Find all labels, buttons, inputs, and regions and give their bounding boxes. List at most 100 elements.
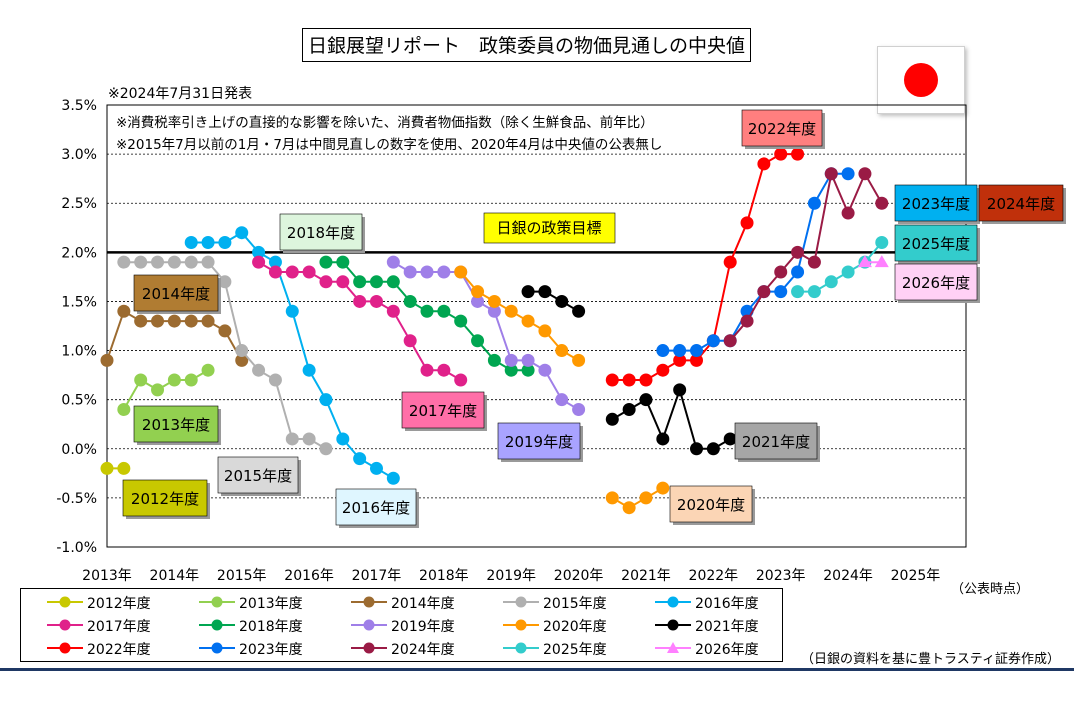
y-tick-label: 0.0% [61, 442, 97, 458]
data-point [235, 344, 249, 358]
data-point [639, 393, 653, 407]
annotation-label: 2014年度 [142, 285, 210, 303]
annotation-box [894, 224, 978, 262]
data-point [874, 255, 889, 268]
y-tick-label: 1.0% [61, 344, 97, 360]
data-point [167, 255, 181, 269]
annotation-label: 2020年度 [677, 496, 745, 514]
data-point [134, 314, 148, 328]
data-point [184, 236, 198, 250]
data-point [875, 236, 889, 250]
data-point [538, 324, 552, 338]
data-point [605, 412, 619, 426]
data-point [572, 304, 586, 318]
annotation-box [894, 184, 978, 222]
data-point [740, 314, 754, 328]
data-point [167, 373, 181, 387]
data-point [622, 501, 636, 515]
data-point [656, 344, 670, 358]
data-point [454, 373, 468, 387]
data-point [336, 432, 350, 446]
legend-label: 2025年度 [543, 642, 607, 658]
data-point [134, 255, 148, 269]
data-point [117, 402, 131, 416]
legend-marker [199, 596, 235, 608]
data-point [369, 275, 383, 289]
y-tick-label: -0.5% [56, 491, 97, 507]
data-point [555, 393, 569, 407]
data-point [673, 353, 687, 367]
annotation-box [335, 488, 417, 526]
data-point [117, 461, 131, 475]
legend-marker [351, 642, 387, 654]
annotation-box [217, 456, 299, 494]
annotation-label: 2017年度 [409, 402, 477, 420]
data-point [386, 304, 400, 318]
data-point [858, 167, 872, 181]
data-point [841, 167, 855, 181]
data-point [134, 373, 148, 387]
legend-marker [199, 642, 235, 654]
annotation-label: 2013年度 [142, 416, 210, 434]
data-point [639, 373, 653, 387]
data-point [403, 265, 417, 279]
data-point [386, 275, 400, 289]
data-point [420, 304, 434, 318]
data-point [437, 363, 451, 377]
data-point [706, 442, 720, 456]
data-point [319, 255, 333, 269]
data-point [723, 255, 737, 269]
legend-label: 2021年度 [695, 619, 759, 635]
data-point [723, 432, 737, 446]
data-point [184, 255, 198, 269]
legend-label: 2023年度 [239, 642, 303, 658]
data-point [302, 363, 316, 377]
data-point [656, 432, 670, 446]
data-point [218, 236, 232, 250]
legend-marker [47, 596, 83, 608]
x-tick-label: 2017年 [352, 568, 402, 584]
data-point [857, 255, 872, 268]
data-point [791, 285, 805, 299]
annotation-label: 2016年度 [342, 499, 410, 517]
y-tick-label: 2.0% [61, 245, 97, 261]
data-point [555, 294, 569, 308]
series-line [611, 386, 731, 450]
x-tick-label: 2022年 [689, 568, 739, 584]
legend-marker [503, 619, 539, 631]
data-point [285, 265, 299, 279]
data-point [302, 265, 316, 279]
y-tick-label: 2.5% [61, 196, 97, 212]
data-point [336, 275, 350, 289]
data-point [353, 275, 367, 289]
data-point [841, 206, 855, 220]
data-point [285, 304, 299, 318]
data-point [538, 363, 552, 377]
data-point [454, 314, 468, 328]
data-point [824, 275, 838, 289]
legend-label: 2026年度 [695, 642, 759, 658]
data-point [639, 491, 653, 505]
data-point [319, 275, 333, 289]
annotation-box [894, 263, 978, 301]
annotation-box [401, 391, 485, 429]
data-point [471, 334, 485, 348]
data-point [302, 432, 316, 446]
data-point [268, 255, 282, 269]
x-tick-label: 2018年 [419, 568, 469, 584]
data-point [336, 255, 350, 269]
data-point [403, 334, 417, 348]
data-point [605, 373, 619, 387]
legend-label: 2016年度 [695, 596, 759, 612]
data-point [201, 314, 215, 328]
annotation-box [734, 422, 818, 460]
x-tick-label: 2024年 [823, 568, 873, 584]
data-point [437, 304, 451, 318]
annotation-box [978, 184, 1064, 222]
series-line [528, 290, 580, 313]
annotation-label: 2026年度 [902, 274, 970, 292]
x-tick-label: 2021年 [621, 568, 671, 584]
data-point [757, 157, 771, 171]
data-point [437, 265, 451, 279]
